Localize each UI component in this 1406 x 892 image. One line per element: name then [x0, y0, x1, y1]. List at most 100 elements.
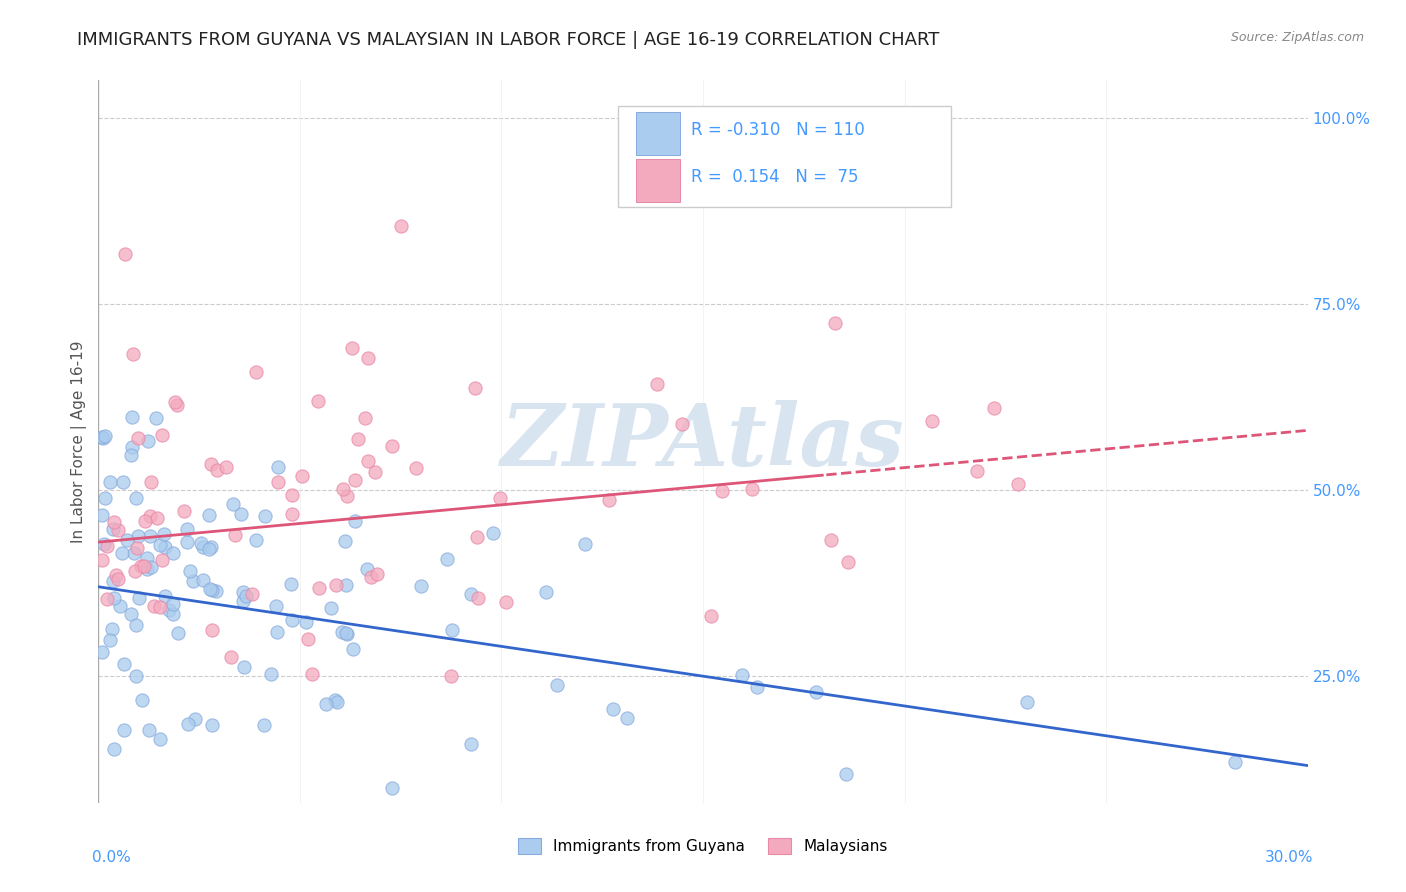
Point	[346, 432, 368, 446]
Point	[983, 401, 1005, 416]
Point	[98, 475, 121, 489]
Point	[488, 491, 510, 505]
Point	[198, 542, 221, 557]
Point	[107, 523, 129, 537]
Point	[141, 475, 163, 489]
Point	[221, 497, 243, 511]
Point	[806, 685, 828, 699]
Point	[96, 592, 118, 607]
Point	[294, 615, 316, 630]
Point	[112, 657, 135, 671]
Point	[150, 552, 173, 566]
Point	[364, 465, 387, 479]
Point	[308, 581, 330, 595]
Point	[333, 534, 356, 549]
Point	[157, 603, 180, 617]
Point	[138, 723, 160, 738]
Point	[219, 650, 242, 665]
Point	[467, 591, 489, 606]
Point	[101, 622, 124, 636]
Point	[125, 491, 148, 505]
Point	[254, 509, 277, 524]
Point	[162, 607, 184, 621]
Point	[224, 528, 246, 542]
Point	[143, 599, 166, 613]
Point	[125, 669, 148, 683]
Point	[91, 508, 114, 522]
Point	[111, 546, 134, 560]
Point	[114, 246, 136, 260]
Point	[436, 551, 458, 566]
Point	[389, 219, 412, 233]
Point	[405, 461, 427, 475]
Point	[332, 482, 354, 496]
Point	[101, 574, 124, 589]
Point	[336, 627, 359, 641]
Point	[325, 577, 347, 591]
Point	[125, 541, 148, 556]
Point	[824, 316, 846, 330]
Point	[193, 574, 215, 588]
Point	[281, 614, 304, 628]
Point	[574, 537, 596, 551]
Point	[366, 566, 388, 581]
Point	[125, 617, 148, 632]
Point	[281, 488, 304, 502]
Point	[153, 527, 176, 541]
Point	[149, 538, 172, 552]
Point	[835, 766, 858, 780]
Point	[267, 460, 290, 475]
Point	[291, 469, 314, 483]
Point	[111, 475, 134, 489]
Point	[281, 508, 304, 522]
Point	[136, 562, 159, 576]
Point	[91, 645, 114, 659]
FancyBboxPatch shape	[637, 112, 681, 154]
Point	[253, 717, 276, 731]
Point	[138, 528, 160, 542]
Point	[165, 395, 187, 409]
Text: ZIPAtlas: ZIPAtlas	[501, 400, 905, 483]
Point	[602, 702, 624, 716]
Point	[162, 598, 184, 612]
Point	[616, 711, 638, 725]
Point	[464, 381, 486, 395]
Point	[91, 431, 114, 445]
Point	[91, 553, 114, 567]
Point	[167, 626, 190, 640]
Point	[127, 431, 149, 445]
Point	[181, 574, 204, 588]
Text: 30.0%: 30.0%	[1265, 850, 1313, 864]
Point	[177, 717, 200, 731]
Point	[93, 537, 115, 551]
Point	[440, 624, 463, 638]
Point	[190, 536, 212, 550]
Point	[240, 587, 263, 601]
Point	[121, 409, 143, 424]
Point	[120, 449, 142, 463]
Point	[323, 693, 346, 707]
Text: IMMIGRANTS FROM GUYANA VS MALAYSIAN IN LABOR FORCE | AGE 16-19 CORRELATION CHART: IMMIGRANTS FROM GUYANA VS MALAYSIAN IN L…	[77, 31, 939, 49]
Point	[149, 600, 172, 615]
Text: R = -0.310   N = 110: R = -0.310 N = 110	[690, 121, 865, 139]
Point	[747, 681, 769, 695]
Point	[131, 693, 153, 707]
Point	[301, 667, 323, 681]
Point	[166, 398, 188, 412]
Point	[1223, 755, 1246, 769]
Point	[141, 559, 163, 574]
Point	[260, 667, 283, 681]
Point	[598, 492, 620, 507]
Point	[1007, 476, 1029, 491]
Point	[356, 351, 378, 365]
Point	[98, 633, 121, 648]
Point	[124, 565, 146, 579]
Point	[741, 482, 763, 496]
Point	[343, 473, 366, 487]
Point	[235, 589, 257, 603]
Point	[176, 522, 198, 536]
Point	[315, 697, 337, 711]
Point	[193, 540, 215, 554]
Point	[495, 595, 517, 609]
Point	[465, 530, 488, 544]
